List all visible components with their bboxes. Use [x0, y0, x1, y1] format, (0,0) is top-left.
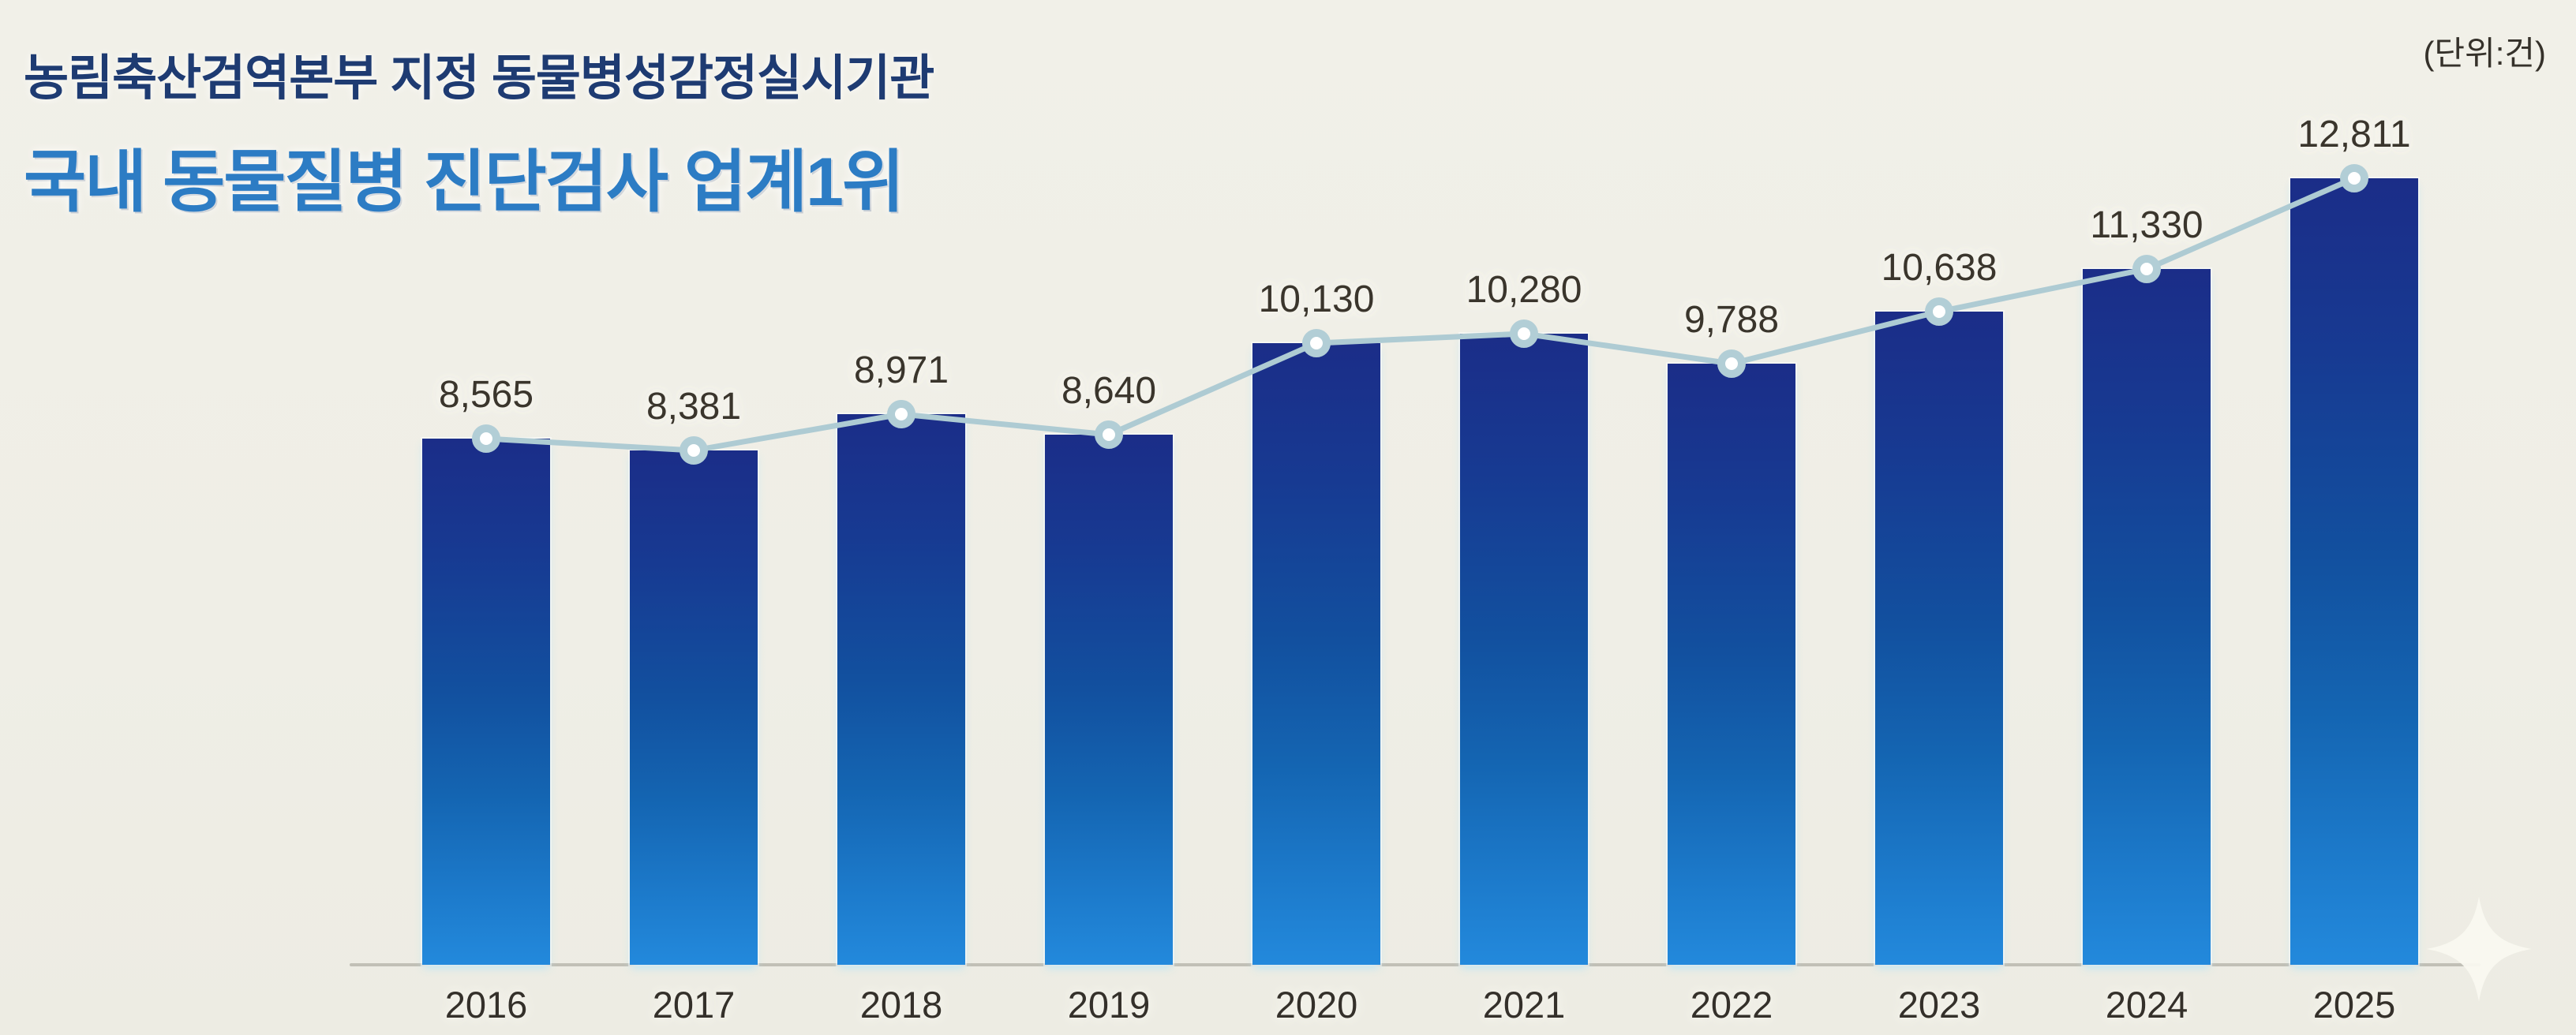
x-axis-label-2022: 2022: [1690, 984, 1773, 1026]
x-axis-label-2020: 2020: [1275, 984, 1358, 1026]
bar-value-label: 10,638: [1881, 247, 1998, 289]
bar-2025: [2290, 178, 2418, 965]
bar-value-label: 8,565: [438, 374, 534, 416]
bar-value-label: 12,811: [2297, 114, 2411, 155]
unit-label: (단위:건): [2423, 35, 2546, 72]
bar-2022: [1668, 364, 1795, 965]
x-axis-label-2017: 2017: [652, 984, 736, 1026]
bar-value-label: 10,280: [1466, 269, 1582, 311]
x-axis-label-2023: 2023: [1897, 984, 1981, 1026]
bar-2018: [837, 414, 965, 965]
x-axis-label-2016: 2016: [444, 984, 528, 1026]
x-axis-label-2018: 2018: [859, 984, 943, 1026]
bar-value-label: 8,971: [853, 349, 949, 391]
bar-value-label: 10,130: [1258, 278, 1375, 320]
bar-2016: [422, 439, 550, 965]
bar-value-label: 8,381: [646, 386, 742, 428]
x-axis-label-2021: 2021: [1482, 984, 1566, 1026]
bar-2019: [1045, 435, 1173, 965]
trend-line: [483, 175, 2357, 454]
bar-value-label: 9,788: [1683, 299, 1780, 341]
bar-2020: [1252, 343, 1380, 965]
x-axis-label-2024: 2024: [2105, 984, 2188, 1026]
x-axis-label-2025: 2025: [2312, 984, 2396, 1026]
bar-value-label: 11,330: [2090, 204, 2203, 246]
bar-2024: [2083, 269, 2211, 965]
bar-2017: [630, 450, 758, 965]
bar-2021: [1460, 334, 1588, 965]
x-axis-label-2019: 2019: [1067, 984, 1151, 1026]
sparkle-icon: [2426, 896, 2532, 1002]
bar-2023: [1875, 312, 2003, 965]
chart-subtitle: 농림축산검역본부 지정 동물병성감정실시기관: [24, 51, 934, 106]
bar-value-label: 8,640: [1061, 370, 1157, 412]
x-axis-baseline: [350, 963, 2481, 966]
